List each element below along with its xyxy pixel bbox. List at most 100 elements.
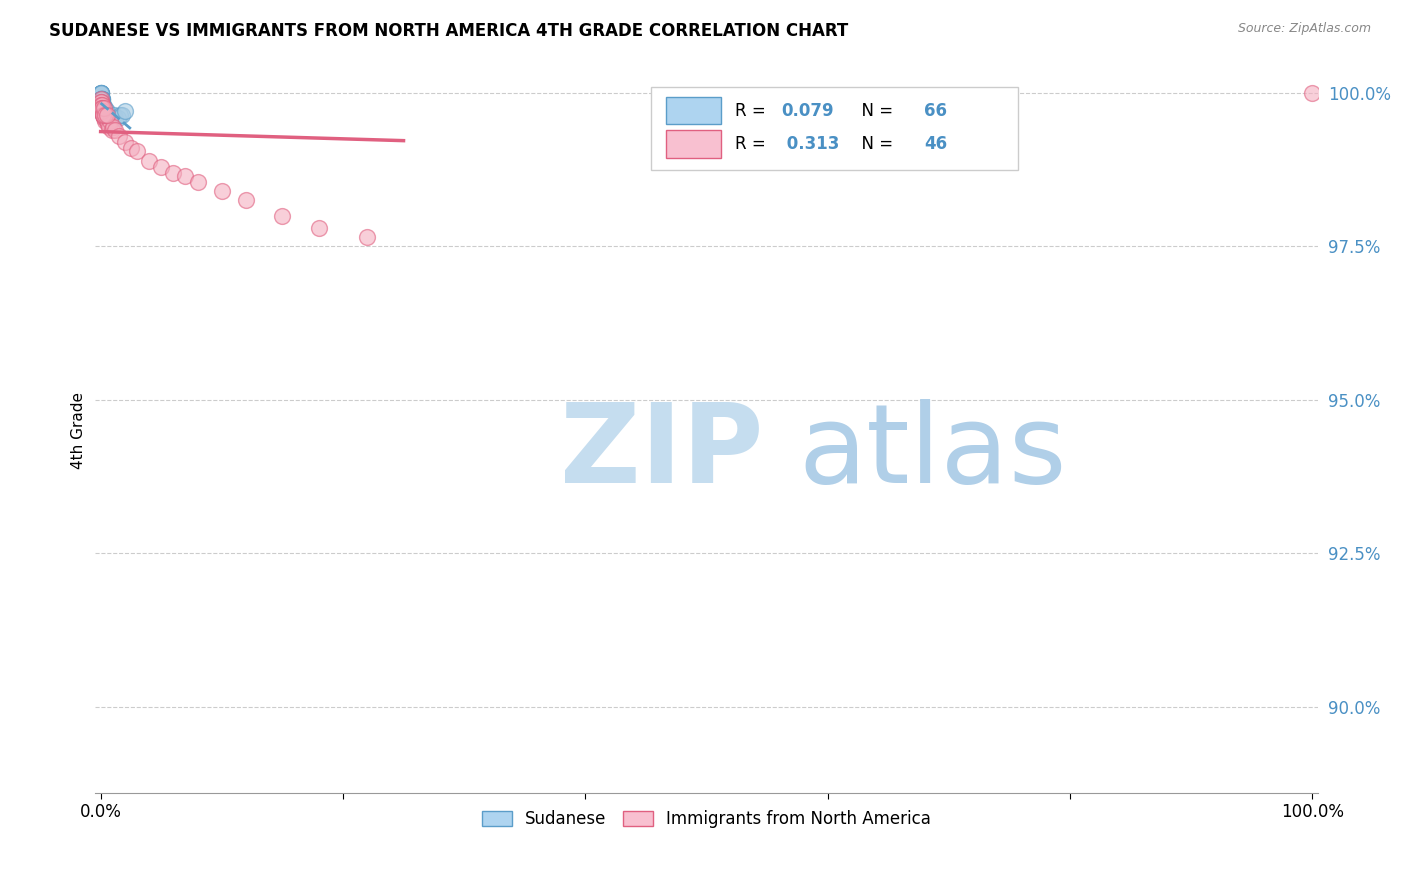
Point [97, 117, 120, 131]
Point [90, 95, 112, 110]
Point [90, 95, 112, 110]
Point [91, 98, 114, 112]
Point [90, 92, 112, 106]
Text: 46: 46 [924, 135, 948, 153]
Point [98, 120, 121, 134]
Point [93, 104, 115, 119]
Point [97, 107, 120, 121]
Point [97, 111, 120, 125]
Point [91, 102, 114, 116]
Point [90, 95, 112, 110]
Point [98, 107, 121, 121]
Point [91, 98, 114, 112]
Point [90, 104, 112, 119]
Point [235, 194, 257, 208]
Point [114, 135, 136, 149]
Point [91, 102, 114, 116]
Point [90, 86, 112, 100]
Point [91, 102, 114, 116]
Point [90, 95, 112, 110]
Point [91, 104, 114, 119]
Point [90, 95, 112, 110]
Point [94, 107, 117, 121]
Point [90, 95, 112, 110]
Text: atlas: atlas [799, 399, 1067, 506]
Point [90, 102, 112, 116]
Point [94, 102, 117, 116]
Point [108, 107, 131, 121]
Point [90, 92, 112, 106]
Point [94, 111, 117, 125]
Point [1301, 86, 1323, 100]
Point [90, 98, 112, 112]
Point [93, 102, 115, 116]
Point [91, 95, 114, 110]
Point [94, 104, 117, 119]
Point [93, 102, 115, 116]
Point [91, 95, 114, 110]
Point [90, 98, 112, 112]
Point [162, 166, 184, 180]
Point [93, 107, 115, 121]
Point [90, 86, 112, 100]
Point [90, 86, 112, 100]
Point [91, 107, 114, 121]
Point [211, 184, 233, 198]
Point [91, 98, 114, 112]
Point [90, 95, 112, 110]
Point [114, 104, 136, 119]
Point [90, 98, 112, 112]
Point [104, 123, 127, 137]
Point [104, 111, 127, 125]
Text: N =: N = [851, 135, 898, 153]
Point [90, 86, 112, 100]
Point [174, 169, 197, 183]
Point [90, 92, 112, 106]
Point [93, 107, 115, 121]
Point [187, 175, 209, 189]
Point [91, 104, 114, 119]
Point [91, 98, 114, 112]
Text: Source: ZipAtlas.com: Source: ZipAtlas.com [1237, 22, 1371, 36]
Point [91, 102, 114, 116]
Point [90, 104, 112, 119]
Point [356, 230, 378, 244]
FancyBboxPatch shape [666, 130, 721, 158]
Text: 0.079: 0.079 [782, 102, 834, 120]
Point [90, 92, 112, 106]
Text: R =: R = [734, 135, 770, 153]
Legend: Sudanese, Immigrants from North America: Sudanese, Immigrants from North America [475, 804, 938, 835]
Point [91, 104, 114, 119]
Point [90, 104, 112, 119]
Point [90, 92, 112, 106]
Point [90, 92, 112, 106]
Text: 66: 66 [924, 102, 948, 120]
Point [271, 209, 294, 223]
Point [308, 221, 330, 235]
Point [90, 92, 112, 106]
Point [91, 107, 114, 121]
Point [96, 107, 118, 121]
Point [96, 104, 118, 119]
Point [90, 98, 112, 112]
Point [101, 111, 124, 125]
FancyBboxPatch shape [651, 87, 1018, 169]
Text: ZIP: ZIP [560, 399, 763, 506]
Text: SUDANESE VS IMMIGRANTS FROM NORTH AMERICA 4TH GRADE CORRELATION CHART: SUDANESE VS IMMIGRANTS FROM NORTH AMERIC… [49, 22, 848, 40]
Point [96, 107, 118, 121]
Point [100, 123, 122, 137]
Point [91, 104, 114, 119]
Point [90, 92, 112, 106]
Point [91, 102, 114, 116]
Point [125, 145, 148, 159]
Point [98, 111, 121, 125]
Y-axis label: 4th Grade: 4th Grade [72, 392, 86, 469]
Point [94, 113, 117, 128]
Point [91, 98, 114, 112]
Point [111, 107, 134, 121]
Point [90, 95, 112, 110]
Point [138, 153, 160, 168]
Point [91, 102, 114, 116]
Point [90, 86, 112, 100]
Point [93, 111, 115, 125]
